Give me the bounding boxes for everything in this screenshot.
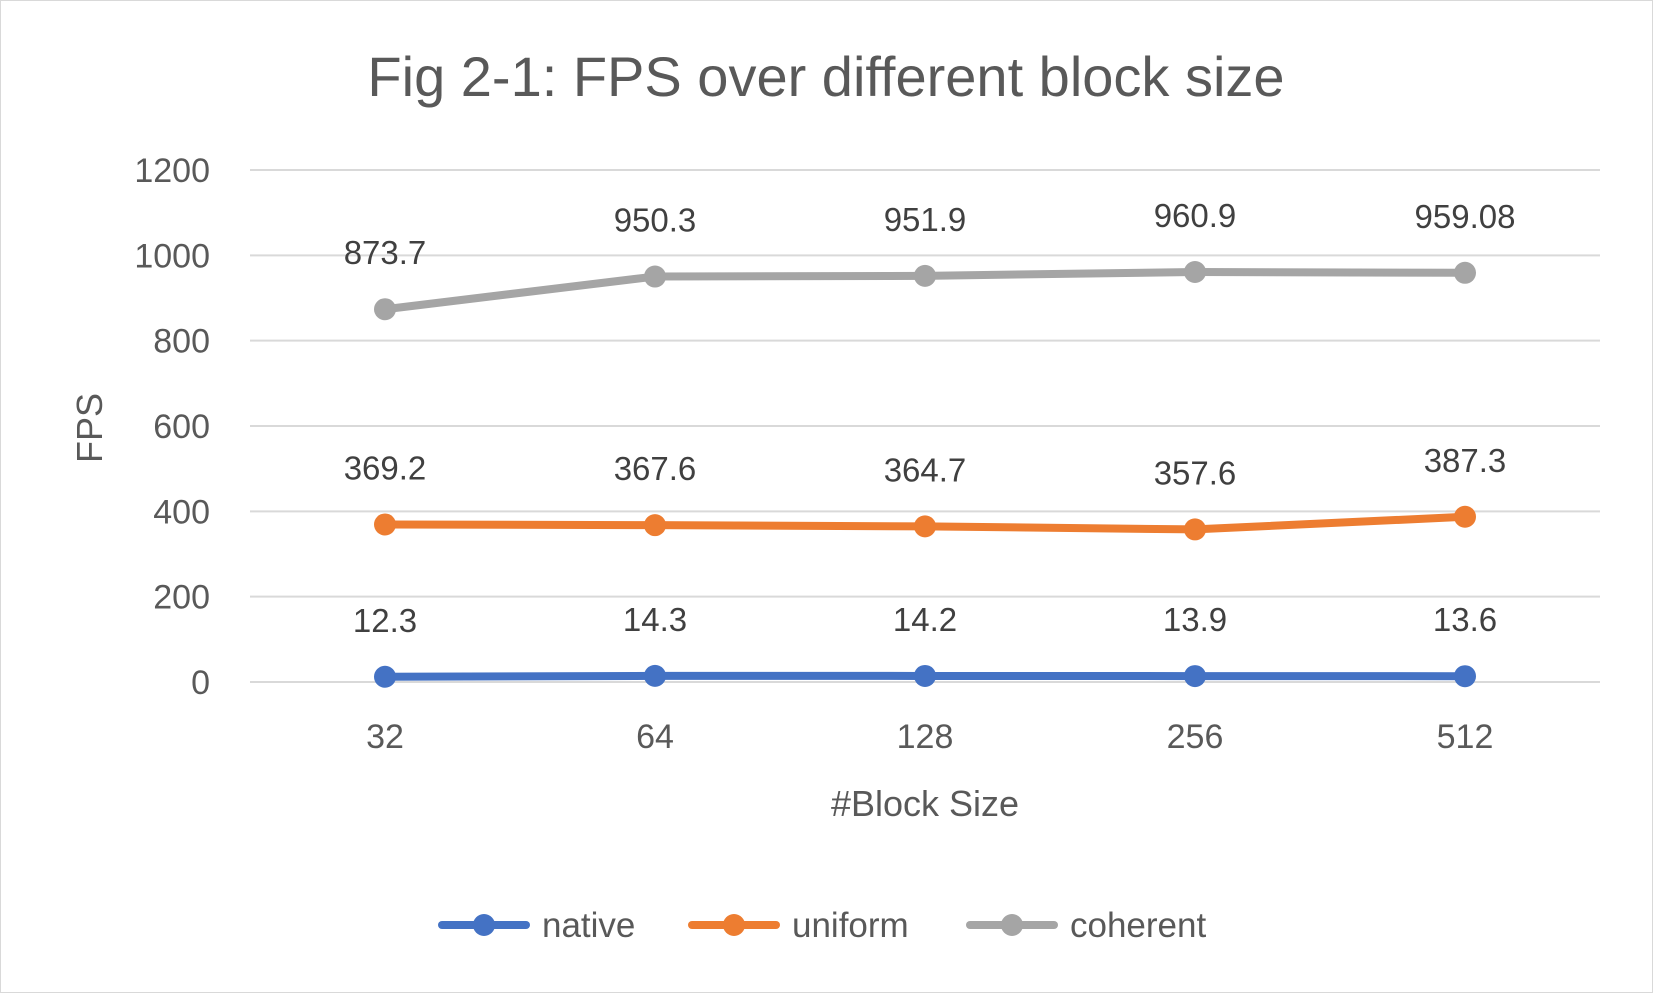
legend-swatch-marker — [1001, 914, 1023, 936]
legend-label: native — [542, 906, 635, 945]
data-label-coherent: 959.08 — [1415, 198, 1516, 235]
data-point-uniform — [1454, 505, 1476, 528]
data-labels: 12.3 14.3 14.2 13.9 13.6 369.2 367.6 364.7 357.6… — [344, 197, 1516, 639]
data-point-coherent — [1184, 261, 1206, 284]
legend-item-uniform: uniform — [688, 906, 909, 945]
legend-item-native: native — [438, 906, 635, 945]
data-point-native — [1184, 665, 1206, 688]
data-point-native — [644, 664, 666, 687]
data-point-uniform — [1184, 518, 1206, 541]
data-label-uniform: 364.7 — [884, 451, 967, 488]
data-label-uniform: 357.6 — [1154, 454, 1237, 491]
data-point-coherent — [914, 264, 936, 287]
data-label-uniform: 367.6 — [614, 450, 697, 487]
data-label-coherent: 873.7 — [344, 234, 427, 271]
data-label-native: 12.3 — [353, 602, 417, 639]
data-point-coherent — [1454, 261, 1476, 284]
legend-swatch-marker — [473, 914, 495, 936]
data-label-coherent: 960.9 — [1154, 197, 1237, 234]
y-tick-label: 600 — [153, 408, 210, 446]
data-label-coherent: 950.3 — [614, 202, 697, 239]
legend: native uniform coherent — [438, 906, 1206, 945]
y-tick-label: 1200 — [134, 152, 210, 190]
x-axis-label: #Block Size — [831, 783, 1019, 824]
data-label-native: 14.3 — [623, 601, 687, 638]
data-point-uniform — [914, 515, 936, 538]
data-point-native — [374, 665, 396, 688]
series — [374, 261, 1476, 688]
data-label-native: 13.9 — [1163, 601, 1227, 638]
data-label-coherent: 951.9 — [884, 201, 967, 238]
y-tick-label: 200 — [153, 579, 210, 617]
legend-item-coherent: coherent — [966, 906, 1206, 945]
y-tick-label: 800 — [153, 323, 210, 361]
x-tick-label: 512 — [1437, 718, 1494, 756]
legend-swatch-marker — [723, 914, 745, 936]
gridlines — [250, 169, 1600, 683]
legend-label: uniform — [792, 906, 909, 945]
y-tick-label: 1000 — [134, 237, 210, 275]
y-tick-label: 400 — [153, 493, 210, 531]
data-label-uniform: 369.2 — [344, 449, 427, 486]
data-point-native — [1454, 665, 1476, 688]
chart-title: Fig 2-1: FPS over different block size — [367, 45, 1284, 108]
y-axis-label: FPS — [69, 393, 110, 463]
y-axis-ticks: 0 200 400 600 800 1000 1200 — [134, 152, 210, 702]
data-label-native: 13.6 — [1433, 601, 1497, 638]
x-tick-label: 128 — [897, 718, 954, 756]
data-point-coherent — [374, 298, 396, 321]
data-label-native: 14.2 — [893, 601, 957, 638]
x-tick-label: 32 — [366, 718, 404, 756]
data-label-uniform: 387.3 — [1424, 442, 1507, 479]
data-point-native — [914, 664, 936, 687]
x-axis-ticks: 32 64 128 256 512 — [366, 718, 1493, 756]
y-tick-label: 0 — [191, 664, 210, 702]
data-point-coherent — [644, 265, 666, 288]
data-point-uniform — [644, 514, 666, 537]
x-tick-label: 64 — [636, 718, 674, 756]
data-point-uniform — [374, 513, 396, 536]
legend-label: coherent — [1070, 906, 1206, 945]
x-tick-label: 256 — [1167, 718, 1224, 756]
